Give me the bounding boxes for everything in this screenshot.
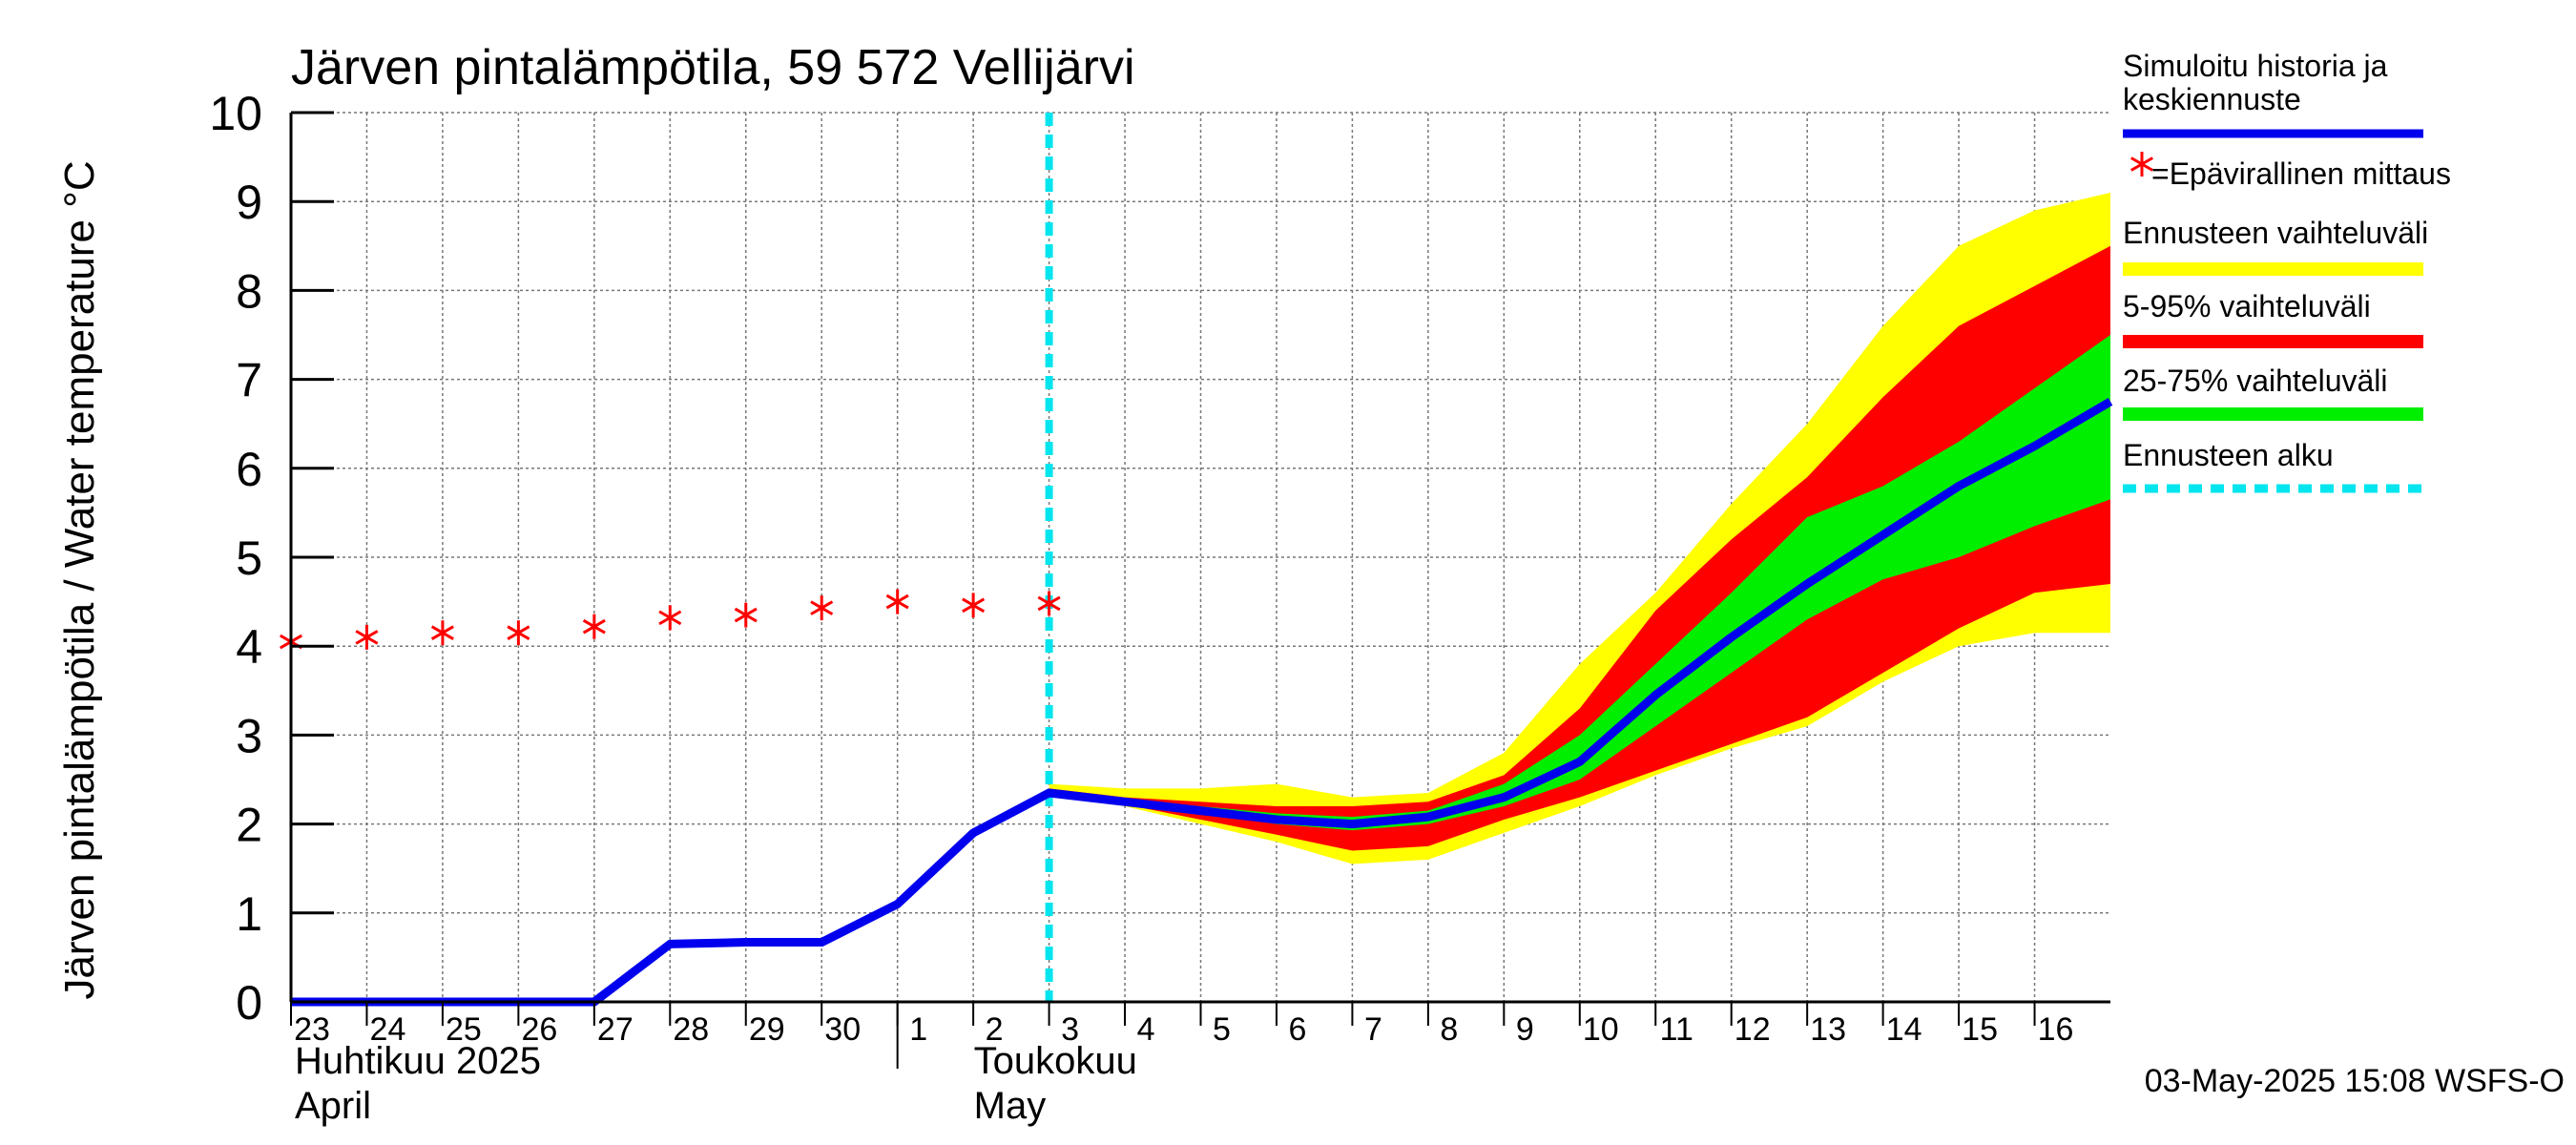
x-tick-label: 4 [1137, 1011, 1155, 1048]
x-tick-label: 5 [1213, 1011, 1231, 1048]
legend-label: Ennusteen vaihteluväli [2123, 216, 2428, 250]
legend-item: 5-95% vaihteluväli [2123, 289, 2423, 348]
y-tick-label: 10 [209, 87, 262, 140]
measurement-point [507, 620, 530, 646]
legend-item: Ennusteen alku [2123, 438, 2423, 493]
legend-label: Simuloitu historia ja [2123, 49, 2388, 83]
measurement-point [734, 602, 758, 628]
y-tick-label: 9 [236, 176, 262, 229]
x-tick-label: 3 [1061, 1011, 1079, 1048]
chart-title: Järven pintalämpötila, 59 572 Vellijärvi [291, 40, 1135, 95]
x-tick-label: 24 [370, 1011, 406, 1048]
legend-color-swatch [2123, 407, 2423, 421]
x-tick-label: 11 [1660, 1011, 1693, 1048]
x-tick-label: 23 [294, 1011, 330, 1048]
measurement-point [582, 614, 606, 639]
y-tick-label: 4 [236, 620, 262, 674]
y-axis-label: Järven pintalämpötila / Water temperatur… [56, 160, 103, 999]
legend-star-icon [2129, 152, 2154, 177]
x-tick-label: 14 [1886, 1011, 1922, 1048]
x-tick-label: 2 [986, 1011, 1004, 1048]
x-tick-label: 26 [521, 1011, 557, 1048]
y-tick-label: 3 [236, 709, 262, 762]
x-tick-label: 9 [1516, 1011, 1534, 1048]
legend-item: Ennusteen vaihteluväli [2123, 216, 2428, 276]
legend-label: 5-95% vaihteluväli [2123, 289, 2371, 323]
legend-color-swatch [2123, 335, 2423, 348]
forecast-range-band [1049, 192, 2110, 864]
month-label-en: May [974, 1085, 1047, 1127]
legend-label: keskiennuste [2123, 82, 2301, 116]
x-tick-label: 12 [1735, 1011, 1771, 1048]
y-tick-label: 6 [236, 443, 262, 496]
y-tick-label: 1 [236, 887, 262, 941]
legend-label: 25-75% vaihteluväli [2123, 364, 2388, 398]
y-tick-label: 8 [236, 264, 262, 318]
x-tick-label: 15 [1962, 1011, 1998, 1048]
y-tick-label: 7 [236, 354, 262, 407]
x-tick-label: 16 [2038, 1011, 2074, 1048]
measurement-point [1037, 591, 1061, 616]
measurement-point [658, 605, 682, 631]
x-tick-label: 7 [1364, 1011, 1382, 1048]
x-tick-label: 6 [1288, 1011, 1306, 1048]
x-tick-label: 10 [1583, 1011, 1619, 1048]
x-tick-label: 28 [673, 1011, 709, 1048]
x-tick-label: 29 [749, 1011, 785, 1048]
legend-item: =Epävirallinen mittaus [2129, 152, 2451, 191]
month-label-en: April [295, 1085, 371, 1127]
x-tick-label: 25 [446, 1011, 482, 1048]
measurement-point [430, 620, 454, 646]
measurement-point [355, 624, 379, 650]
y-tick-label: 5 [236, 531, 262, 585]
y-tick-label: 2 [236, 799, 262, 852]
y-tick-label: 0 [236, 976, 262, 1030]
month-label: Toukokuu [974, 1040, 1137, 1082]
measurement-point [962, 593, 986, 618]
x-tick-label: 1 [909, 1011, 927, 1048]
month-label: Huhtikuu 2025 [295, 1040, 541, 1082]
x-tick-label: 27 [597, 1011, 634, 1048]
legend-label: Ennusteen alku [2123, 438, 2334, 472]
x-tick-label: 13 [1810, 1011, 1846, 1048]
x-tick-label: 30 [824, 1011, 861, 1048]
measurement-point [810, 595, 834, 621]
measurement-point [885, 589, 909, 614]
legend-item: 25-75% vaihteluväli [2123, 364, 2423, 421]
legend-color-swatch [2123, 262, 2423, 276]
timestamp-footer: 03-May-2025 15:08 WSFS-O [2145, 1063, 2565, 1099]
legend-label: =Epävirallinen mittaus [2151, 156, 2451, 191]
x-tick-label: 8 [1440, 1011, 1458, 1048]
plot-area [279, 112, 2113, 1007]
